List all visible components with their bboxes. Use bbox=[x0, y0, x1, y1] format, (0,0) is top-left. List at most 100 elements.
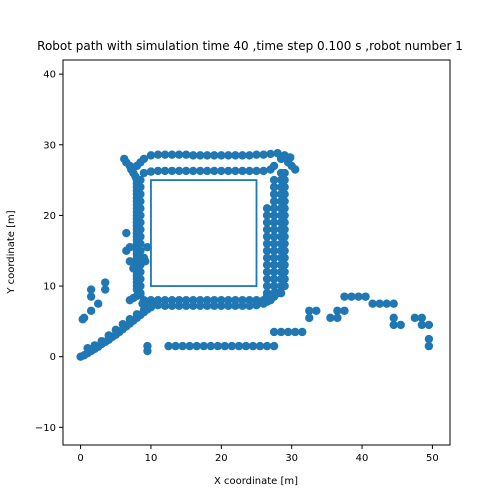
y-axis-ticks: −10 0 10 20 30 40 bbox=[35, 70, 63, 434]
path-point bbox=[424, 341, 434, 351]
path-point bbox=[132, 310, 142, 319]
path-point bbox=[136, 239, 145, 248]
path-point bbox=[136, 288, 145, 298]
path-point bbox=[181, 301, 191, 311]
plot-area bbox=[62, 59, 451, 446]
path-point bbox=[141, 257, 150, 266]
path-point bbox=[83, 344, 92, 353]
path-point bbox=[139, 168, 149, 178]
path-point bbox=[269, 260, 279, 270]
path-point bbox=[255, 341, 265, 351]
path-point bbox=[262, 246, 272, 255]
path-point bbox=[196, 151, 205, 160]
path-point bbox=[417, 320, 427, 330]
path-point bbox=[382, 299, 391, 308]
path-point bbox=[269, 190, 279, 199]
path-point bbox=[203, 301, 212, 311]
path-point bbox=[410, 313, 420, 323]
path-point bbox=[389, 320, 398, 330]
path-point bbox=[389, 313, 398, 323]
path-point bbox=[280, 168, 289, 178]
path-point bbox=[326, 313, 335, 323]
chart-title: Robot path with simulation time 40 ,time… bbox=[37, 39, 463, 53]
y-tick-label: 40 bbox=[43, 70, 56, 81]
path-point bbox=[192, 341, 201, 351]
path-point bbox=[111, 325, 120, 335]
path-point bbox=[262, 204, 272, 213]
path-point bbox=[241, 341, 251, 351]
path-point bbox=[224, 166, 233, 176]
path-point bbox=[167, 166, 177, 176]
path-point bbox=[224, 301, 233, 311]
path-point bbox=[259, 166, 268, 176]
path-point bbox=[280, 175, 289, 185]
path-point bbox=[340, 306, 349, 315]
path-point bbox=[280, 225, 289, 234]
y-axis-label: Y coordinate [m] bbox=[6, 210, 17, 294]
path-point bbox=[167, 301, 177, 311]
path-point bbox=[210, 151, 219, 160]
path-point bbox=[245, 151, 254, 160]
obstacle-rectangle bbox=[150, 179, 258, 287]
path-point bbox=[136, 211, 145, 220]
path-point bbox=[280, 211, 289, 220]
path-point bbox=[280, 204, 289, 213]
path-point bbox=[136, 232, 145, 241]
path-point bbox=[136, 182, 145, 192]
path-point bbox=[280, 197, 289, 206]
path-point bbox=[224, 151, 233, 160]
path-point bbox=[276, 327, 286, 337]
path-point bbox=[291, 165, 300, 174]
path-point bbox=[185, 341, 194, 351]
path-point bbox=[262, 211, 272, 220]
path-point bbox=[375, 299, 384, 308]
path-point bbox=[231, 166, 240, 176]
x-tick-label: 20 bbox=[215, 453, 228, 464]
path-point bbox=[280, 218, 289, 227]
path-point bbox=[252, 166, 261, 176]
path-point bbox=[262, 232, 272, 241]
path-point bbox=[283, 327, 293, 337]
path-point bbox=[333, 313, 342, 323]
path-point bbox=[280, 190, 289, 199]
path-point bbox=[280, 281, 289, 291]
path-point bbox=[269, 225, 279, 234]
path-point bbox=[280, 182, 289, 192]
x-tick-label: 30 bbox=[285, 453, 298, 464]
path-point bbox=[136, 175, 145, 185]
path-point bbox=[276, 154, 286, 164]
path-point bbox=[118, 320, 128, 329]
path-point bbox=[160, 150, 170, 159]
path-point bbox=[252, 150, 261, 159]
path-point bbox=[90, 341, 99, 350]
path-point bbox=[136, 204, 145, 213]
path-point bbox=[86, 285, 96, 294]
path-point bbox=[234, 341, 244, 351]
path-point bbox=[269, 274, 279, 284]
path-point bbox=[269, 161, 279, 171]
path-point bbox=[196, 166, 205, 176]
path-point bbox=[262, 253, 272, 262]
path-point bbox=[139, 154, 149, 164]
path-point bbox=[305, 313, 314, 323]
path-point bbox=[227, 341, 237, 351]
path-point bbox=[262, 281, 272, 291]
path-point bbox=[136, 190, 145, 199]
path-point bbox=[262, 274, 272, 284]
path-point bbox=[269, 239, 279, 248]
path-point bbox=[238, 166, 247, 176]
path-point bbox=[269, 218, 279, 227]
path-point bbox=[259, 150, 268, 159]
path-point bbox=[298, 327, 307, 337]
path-point bbox=[129, 264, 138, 273]
y-tick-label: 10 bbox=[43, 282, 56, 293]
path-point bbox=[178, 341, 187, 351]
path-point bbox=[188, 151, 198, 160]
path-point bbox=[368, 299, 377, 308]
path-point bbox=[424, 334, 434, 344]
path-point bbox=[217, 151, 226, 160]
path-point bbox=[86, 292, 96, 301]
path-point bbox=[164, 341, 173, 351]
path-point bbox=[396, 320, 405, 330]
